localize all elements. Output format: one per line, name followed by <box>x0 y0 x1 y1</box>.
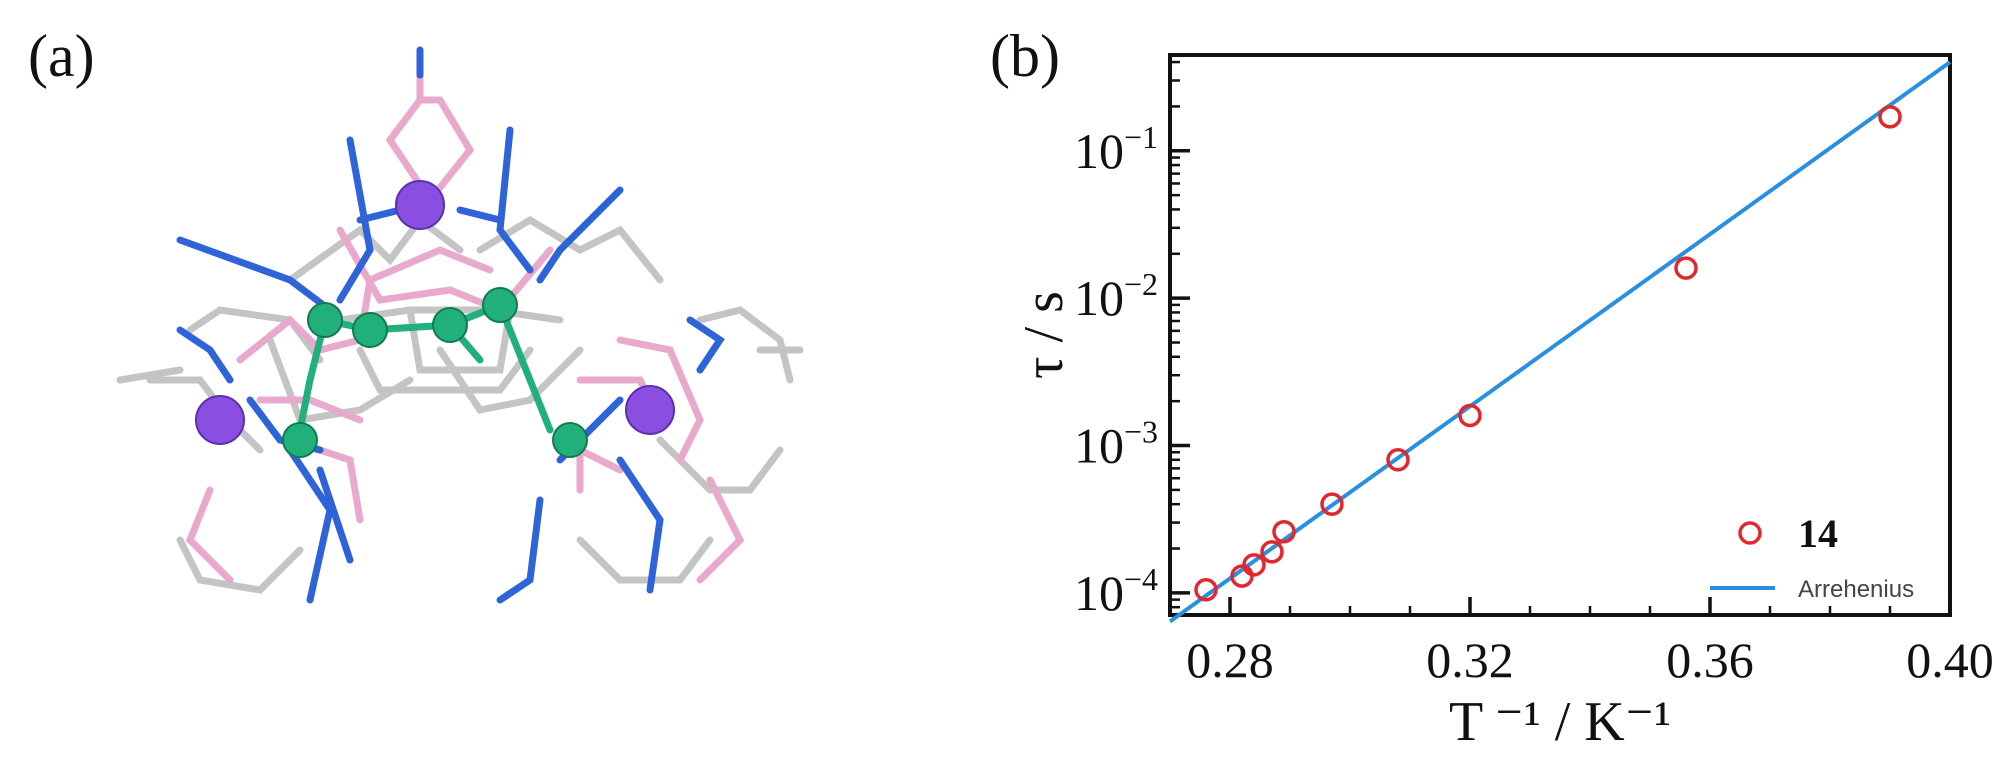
lanthanide-atoms <box>195 180 675 445</box>
panel-label-a: (a) <box>28 23 95 89</box>
y-axis-label: τ / s <box>1013 291 1075 379</box>
data-point-14 <box>1320 492 1344 516</box>
data-point-14 <box>1386 448 1410 472</box>
x-ticks: 0.28 0.32 0.36 0.40 <box>1168 597 1994 688</box>
metal-bonds <box>296 301 554 434</box>
data-point-14 <box>1272 519 1296 544</box>
data-point-14 <box>1260 540 1284 564</box>
y-tick-label: 10−3 <box>1074 414 1158 474</box>
y-tick-label: 10−1 <box>1074 119 1158 179</box>
data-point-14 <box>1242 553 1266 577</box>
panel-label-b: (b) <box>990 23 1060 89</box>
data-point-14 <box>1878 105 1902 129</box>
molecular-structure-illustration <box>116 46 804 604</box>
legend-marker-14 <box>1738 521 1762 545</box>
x-tick-label: 0.36 <box>1666 632 1754 688</box>
x-tick-label: 0.32 <box>1426 632 1514 688</box>
legend: 14 Arrehenius <box>1710 511 1914 603</box>
data-points-layer <box>1194 105 1902 602</box>
x-axis-label: T ⁻¹ / K⁻¹ <box>1449 691 1671 753</box>
y-tick-label: 10−4 <box>1074 561 1158 621</box>
data-point-14 <box>1458 403 1482 428</box>
plot-frame <box>1168 53 1952 617</box>
data-point-14 <box>1194 578 1218 602</box>
y-minor-ticks <box>1170 60 1180 609</box>
data-point-14 <box>1674 256 1698 280</box>
arrhenius-line-layer <box>1168 60 1952 624</box>
y-tick-label: 10−2 <box>1074 266 1158 326</box>
series-line-arrehenius <box>1168 60 1952 624</box>
legend-label-arrehenius: Arrehenius <box>1798 576 1914 603</box>
metal-atoms <box>282 287 588 458</box>
x-tick-label: 0.28 <box>1186 632 1274 688</box>
y-major-ticks: 10−4 10−3 10−2 10−1 <box>1074 119 1190 621</box>
x-tick-label: 0.40 <box>1906 632 1994 688</box>
arrhenius-chart: 10−4 10−3 10−2 10−1 0.28 0.32 0.36 0.40 T ⁻¹ /… <box>1013 53 1994 753</box>
legend-label-14: 14 <box>1798 511 1838 556</box>
